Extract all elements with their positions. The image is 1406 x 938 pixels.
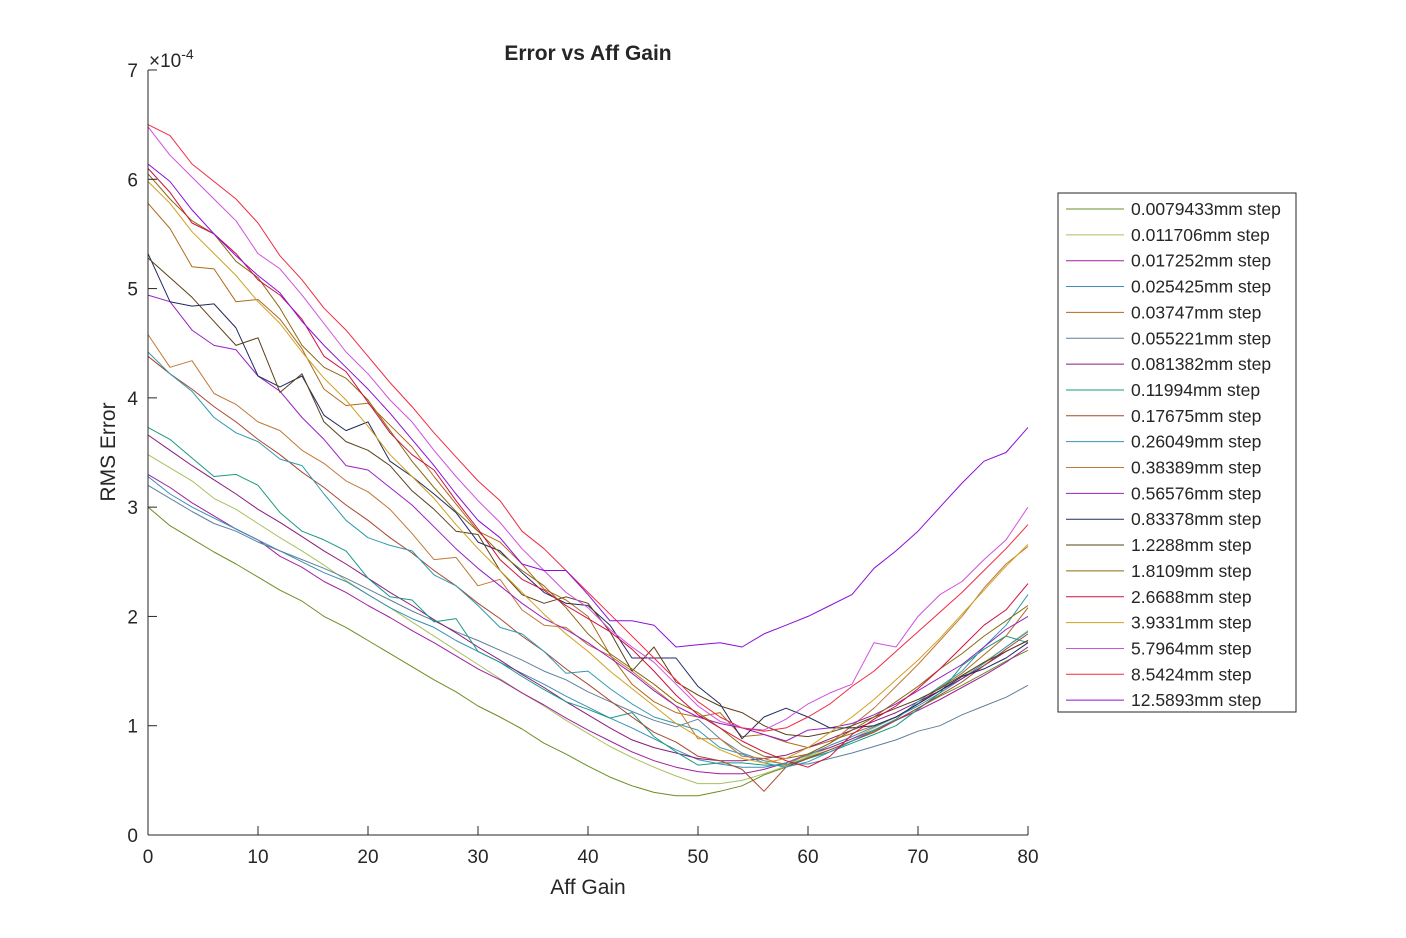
x-tick-label: 0 — [143, 847, 154, 868]
legend-label-12: 0.56576mm step — [1131, 483, 1261, 503]
y-tick-label: 6 — [127, 170, 138, 191]
y-axis-ticks: 0 1 2 3 4 5 6 7 — [127, 61, 157, 847]
legend-label-5: 0.03747mm step — [1131, 302, 1261, 322]
plot-area: 0 10 20 30 40 50 60 70 80 0 1 2 3 4 5 6 7 — [127, 61, 1038, 868]
legend-label-8: 0.11994mm step — [1131, 380, 1260, 400]
series-line-15 — [147, 173, 1029, 759]
x-tick-label: 10 — [247, 847, 268, 868]
series-line-4 — [147, 476, 1029, 768]
series-line-2 — [147, 454, 1029, 785]
series-line-11 — [147, 334, 1029, 766]
series-line-12 — [147, 294, 1029, 742]
y-exponent-base: ×10 — [149, 51, 181, 72]
series-line-18 — [147, 126, 1029, 731]
y-tick-label: 0 — [127, 826, 138, 847]
series-line-19 — [147, 124, 1029, 732]
x-tick-label: 20 — [357, 847, 378, 868]
legend-label-18: 5.7964mm step — [1131, 638, 1252, 658]
series-line-17 — [147, 181, 1029, 764]
y-tick-label: 4 — [127, 389, 138, 410]
legend-label-16: 2.6688mm step — [1131, 587, 1252, 607]
series-lines — [147, 124, 1029, 797]
series-line-6 — [147, 484, 1029, 765]
legend-label-11: 0.38389mm step — [1131, 458, 1261, 478]
legend-label-2: 0.011706mm step — [1131, 225, 1270, 245]
chart-title: Error vs Aff Gain — [504, 42, 671, 65]
series-line-1 — [147, 506, 1029, 797]
x-tick-label: 50 — [687, 847, 708, 868]
x-tick-label: 60 — [797, 847, 818, 868]
y-tick-label: 2 — [127, 607, 138, 628]
series-line-9 — [147, 355, 1029, 792]
series-line-8 — [147, 426, 1029, 766]
series-line-10 — [147, 351, 1029, 768]
y-tick-label: 7 — [127, 61, 138, 82]
series-line-20 — [147, 163, 1029, 648]
legend-label-14: 1.2288mm step — [1131, 535, 1252, 555]
x-tick-label: 70 — [907, 847, 928, 868]
legend-box — [1057, 192, 1297, 713]
y-tick-label: 5 — [127, 280, 138, 301]
y-tick-label: 3 — [127, 498, 138, 519]
legend-label-7: 0.081382mm step — [1131, 354, 1271, 374]
series-line-7 — [147, 434, 1029, 762]
series-line-14 — [147, 257, 1029, 738]
x-tick-label: 40 — [577, 847, 598, 868]
legend-label-3: 0.017252mm step — [1131, 251, 1271, 271]
legend-label-1: 0.0079433mm step — [1131, 199, 1281, 219]
y-axis-label: RMS Error — [97, 402, 120, 501]
legend-label-15: 1.8109mm step — [1131, 561, 1252, 581]
x-axis-ticks: 0 10 20 30 40 50 60 70 80 — [143, 826, 1039, 868]
legend-label-10: 0.26049mm step — [1131, 432, 1261, 452]
y-exponent-label: ×10-4 — [149, 46, 194, 72]
legend: 0.0079433mm step 0.011706mm step 0.017252m… — [1057, 192, 1297, 713]
legend-label-17: 3.9331mm step — [1131, 613, 1252, 633]
x-tick-label: 80 — [1017, 847, 1038, 868]
legend-label-6: 0.055221mm step — [1131, 328, 1271, 348]
legend-label-19: 8.5424mm step — [1131, 664, 1252, 684]
y-exponent-power: -4 — [181, 46, 194, 62]
x-axis-label: Aff Gain — [550, 876, 626, 899]
y-tick-label: 1 — [127, 717, 138, 738]
x-tick-label: 30 — [467, 847, 488, 868]
legend-label-20: 12.5893mm step — [1131, 690, 1261, 710]
legend-label-4: 0.025425mm step — [1131, 277, 1271, 297]
legend-label-9: 0.17675mm step — [1131, 406, 1261, 426]
legend-label-13: 0.83378mm step — [1131, 509, 1261, 529]
legend-items: 0.0079433mm step 0.011706mm step 0.017252m… — [1066, 199, 1281, 710]
